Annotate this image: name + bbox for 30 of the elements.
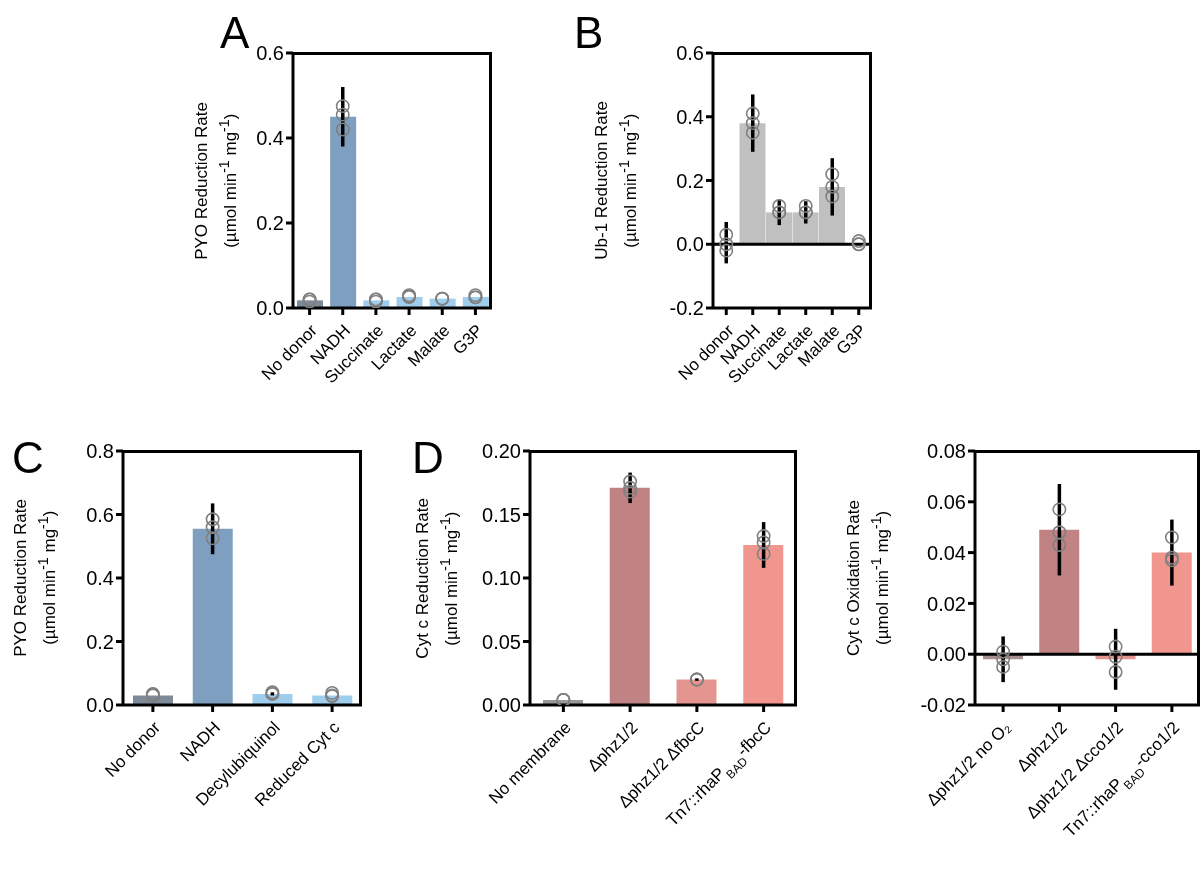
- y-tick-label: 0.08: [927, 440, 966, 463]
- y-tick-label: 0.0: [256, 297, 284, 320]
- y-tick-label: 0.02: [927, 592, 966, 615]
- y-tick-label: 0.04: [927, 541, 966, 564]
- y-tick-label: -0.2: [669, 297, 704, 320]
- y-tick-label: 0.0: [676, 233, 704, 256]
- y-tick-label: 0.00: [927, 643, 966, 666]
- y-tick-label: 0.8: [86, 440, 114, 463]
- y-tick-label: 0.10: [482, 567, 521, 590]
- y-tick-label: 0.00: [482, 694, 521, 717]
- y-tick-label: 0.2: [256, 212, 284, 235]
- y-tick-label: 0.4: [256, 127, 284, 150]
- y-tick-label: -0.02: [920, 694, 966, 717]
- y-tick-label: 0.2: [676, 169, 704, 192]
- chart-title: B: [574, 8, 604, 58]
- y-tick-label: 0.05: [482, 630, 521, 653]
- chart-title: A: [220, 8, 250, 58]
- chart-title: C: [12, 433, 44, 483]
- y-tick-label: 0.6: [86, 503, 114, 526]
- y-tick-label: 0.4: [86, 567, 114, 590]
- y-tick-label: 0.4: [676, 105, 704, 128]
- y-tick-label: 0.0: [86, 694, 114, 717]
- x-tick-label: G3P: [449, 320, 487, 359]
- y-tick-label: 0.06: [927, 490, 966, 513]
- y-tick-label: 0.2: [86, 630, 114, 653]
- y-tick-label: 0.6: [256, 42, 284, 65]
- y-tick-label: 0.15: [482, 503, 521, 526]
- y-tick-label: 0.20: [482, 440, 521, 463]
- chart-title: D: [412, 433, 444, 483]
- y-tick-label: 0.6: [676, 42, 704, 65]
